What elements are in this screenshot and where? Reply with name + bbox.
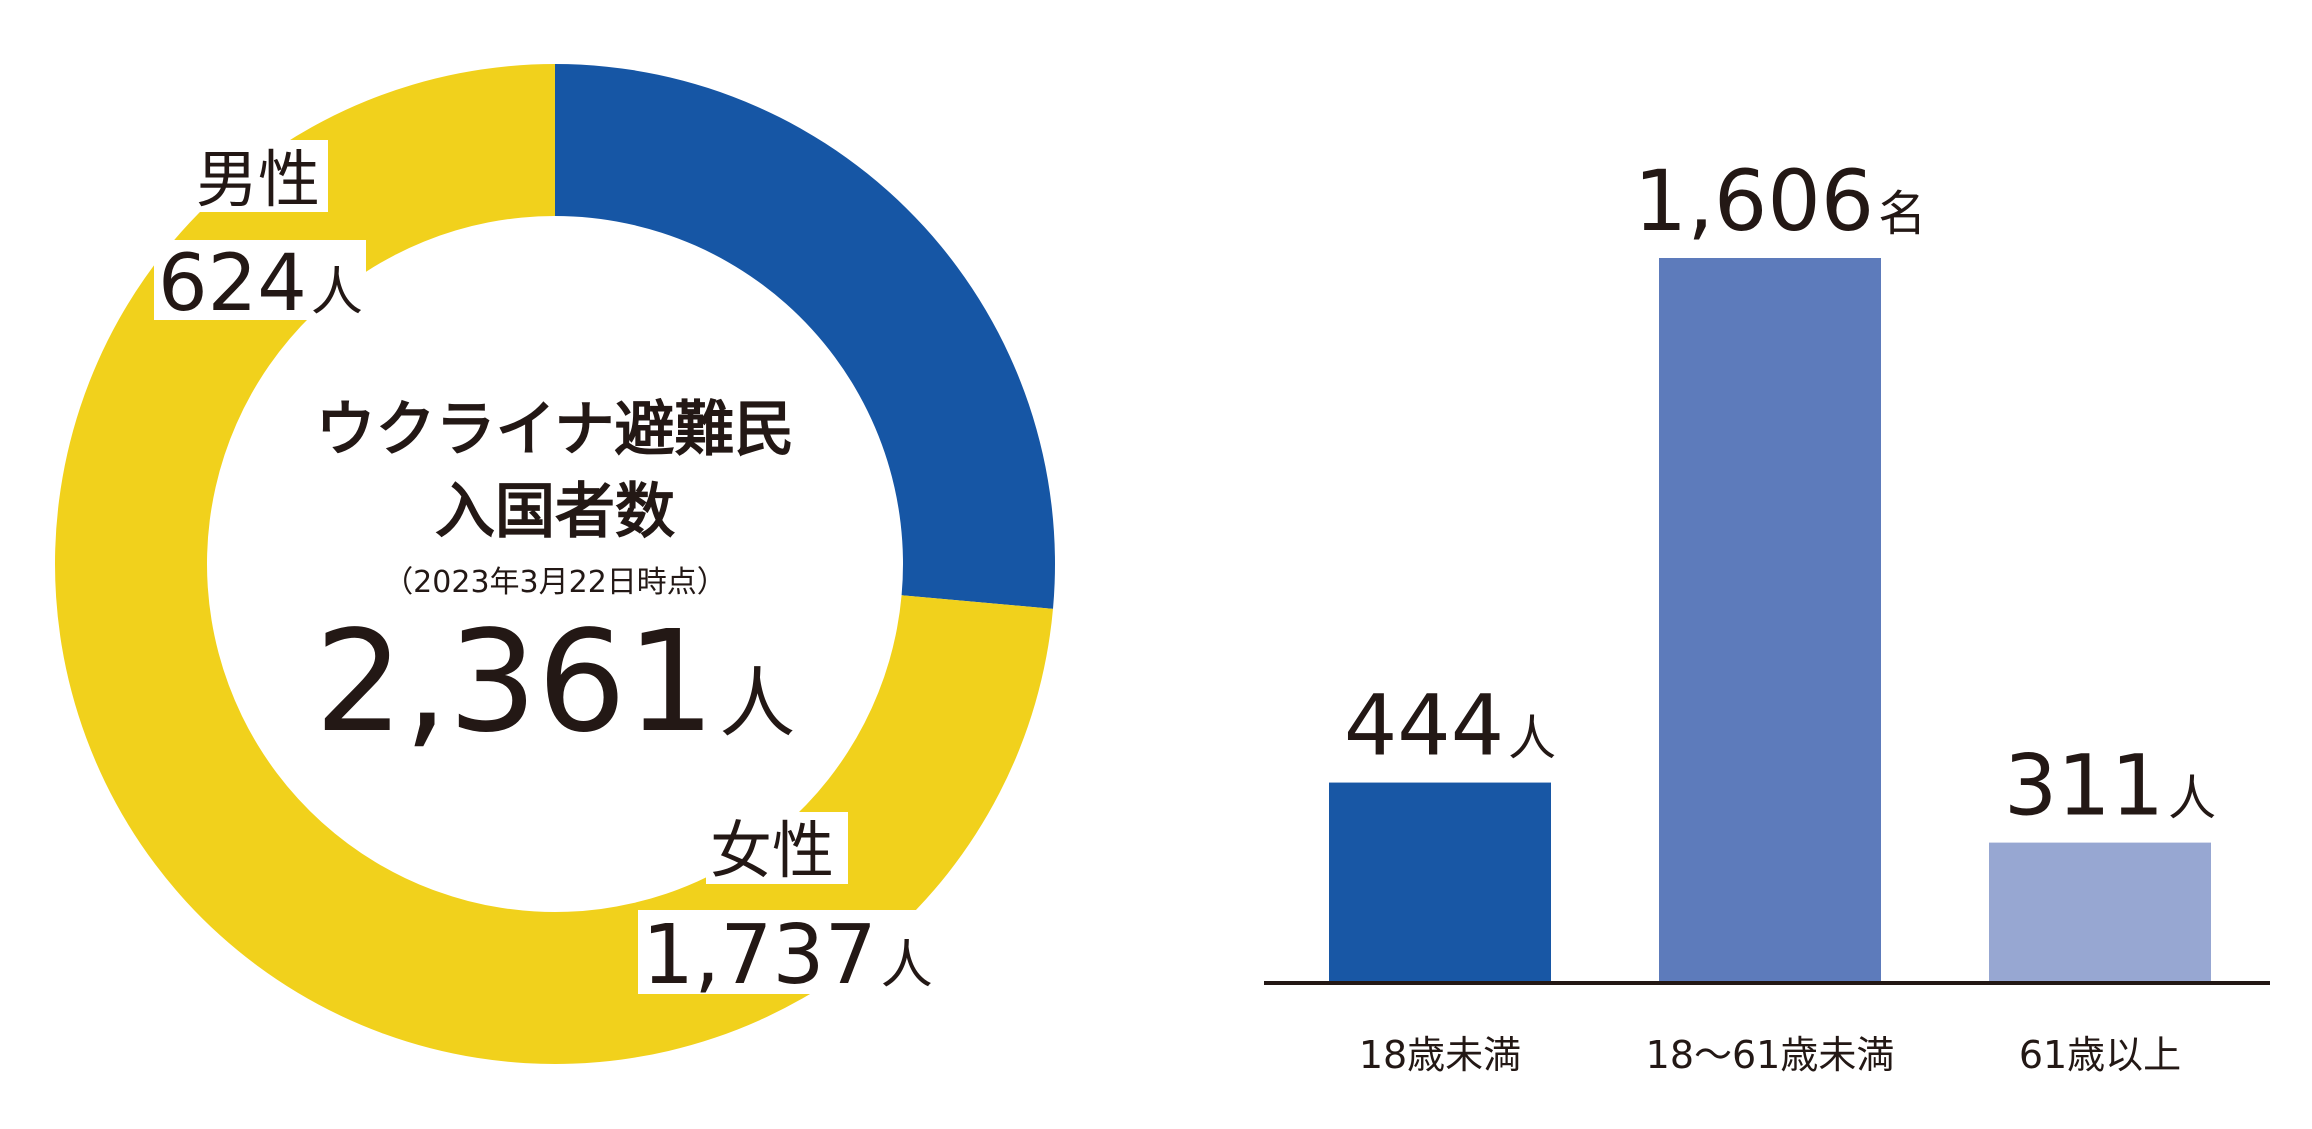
bar-value-number-2: 311 (2004, 737, 2164, 835)
center-total-number: 2,361 (315, 601, 716, 764)
center-date-note: （2023年3月22日時点） (383, 565, 727, 600)
male-value-box (154, 240, 366, 320)
bar-1 (1659, 258, 1881, 983)
male-label: 男性 (196, 143, 320, 216)
bar-value-unit-1: 名 (1878, 186, 1926, 242)
female-value-box (638, 910, 916, 994)
bar-value-unit-2: 人 (2168, 771, 2216, 827)
female-label-box (706, 812, 848, 884)
bar-2 (1989, 842, 2211, 983)
bar-value-unit-0: 人 (1508, 711, 1556, 767)
bar-value-number-0: 444 (1344, 677, 1504, 775)
bar-value-label-2: 311人 (2004, 737, 2216, 835)
category-label-2: 61歳以上 (2019, 1033, 2181, 1077)
slice-male (555, 64, 1056, 609)
category-label-0: 18歳未満 (1359, 1033, 1521, 1077)
donut-chart: 男性624人女性1,737人ウクライナ避難民入国者数（2023年3月22日時点）… (55, 64, 1056, 1064)
male-label-box (192, 140, 328, 212)
male-value-number: 624 (158, 239, 307, 329)
male-value-unit: 人 (311, 263, 363, 323)
center-title-line1: ウクライナ避難民 (316, 395, 795, 465)
bar-value-label-1: 1,606名 (1634, 152, 1927, 250)
bar-0 (1329, 782, 1551, 983)
bar-value-number-1: 1,606 (1634, 152, 1874, 250)
female-value: 1,737人 (642, 908, 933, 1003)
female-value-number: 1,737 (642, 908, 877, 1003)
male-value: 624人 (158, 239, 363, 329)
center-title-line2: 入国者数 (435, 477, 675, 547)
category-label-1: 18〜61歳未満 (1646, 1033, 1895, 1077)
center-total-unit: 人 (719, 659, 795, 748)
center-total: 2,361人 (315, 601, 796, 764)
female-value-unit: 人 (881, 936, 933, 996)
female-label: 女性 (710, 814, 834, 887)
bar-value-label-0: 444人 (1344, 677, 1556, 775)
